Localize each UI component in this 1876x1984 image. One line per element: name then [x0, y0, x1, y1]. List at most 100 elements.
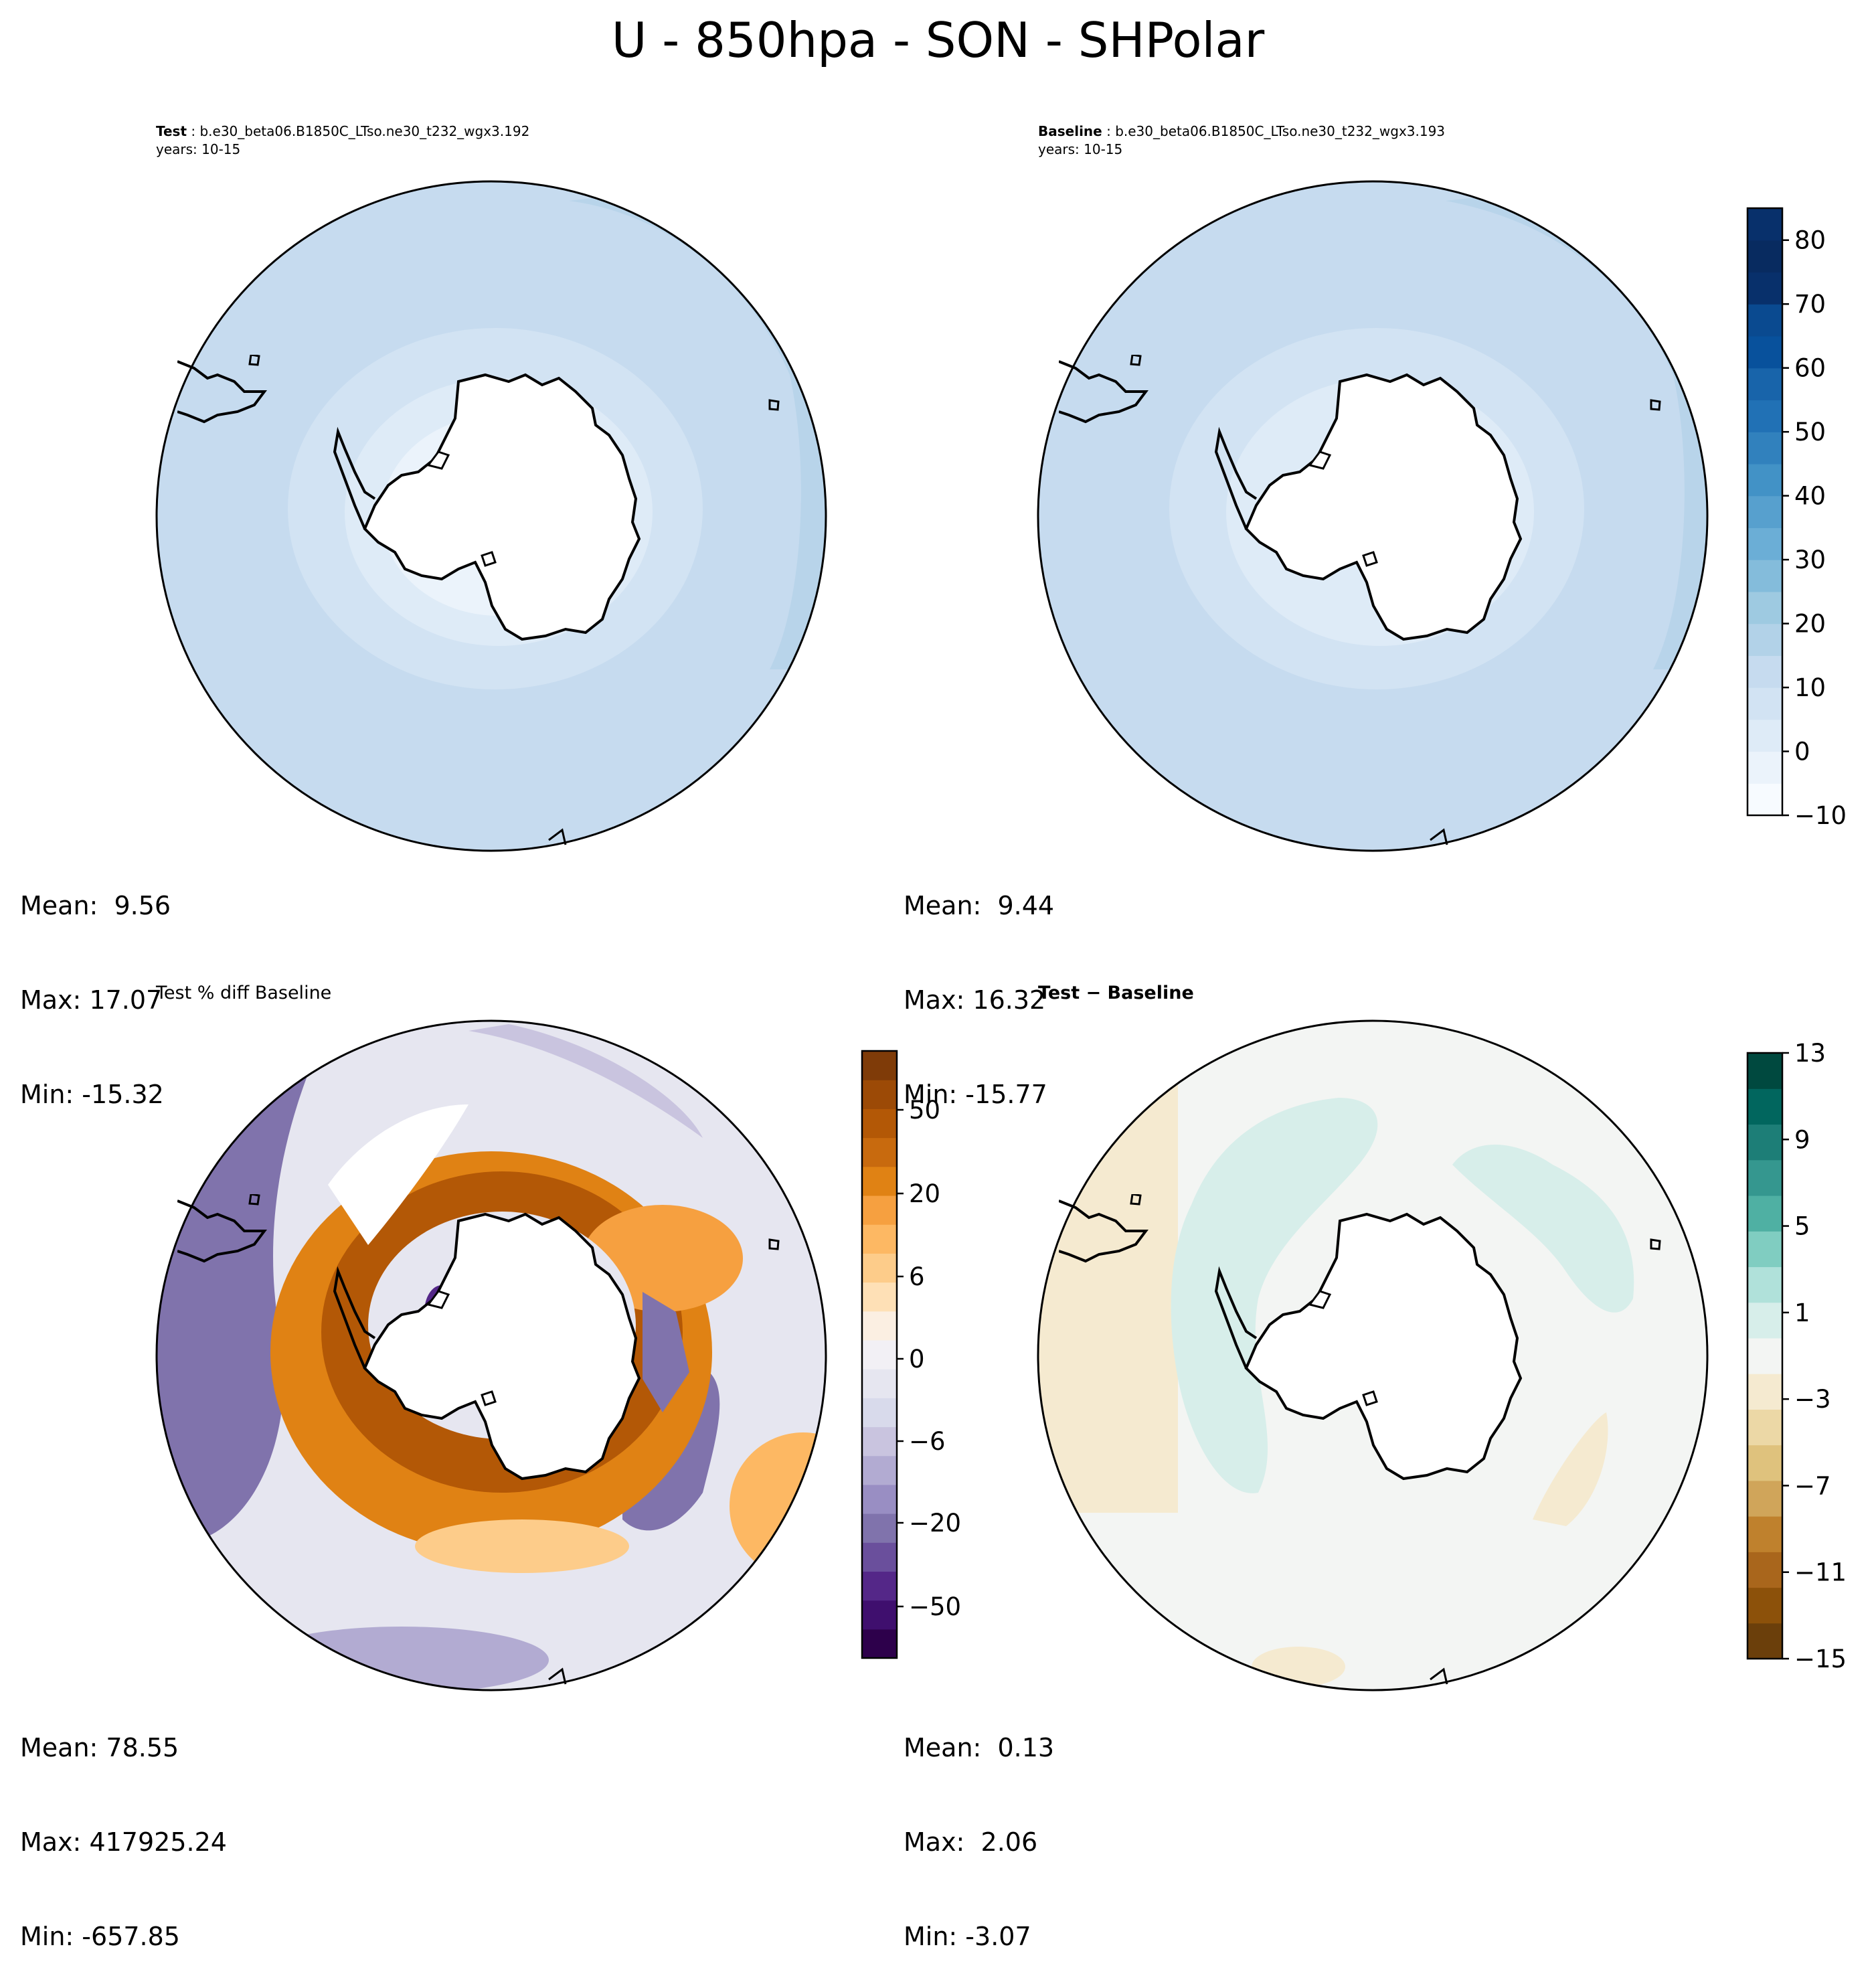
test-label: Test [156, 123, 187, 139]
pct-diff-colorbar-tick-label: −50 [909, 1592, 961, 1621]
diff-colorbar-swatch [1747, 1053, 1782, 1089]
diff-colorbar-swatch [1747, 1159, 1782, 1196]
diff-colorbar-frame [1746, 1052, 1784, 1660]
diff-colorbar-tick-label: 9 [1794, 1125, 1810, 1154]
baseline-map [1037, 180, 1709, 852]
field-colorbar-tick-label: 20 [1794, 610, 1826, 639]
diff-colorbar-tick-label: 1 [1794, 1299, 1810, 1327]
field-colorbar-tick-label: 70 [1794, 290, 1826, 319]
test-max: Max: 17.07 [20, 985, 163, 1015]
field-colorbar-swatch [1747, 432, 1782, 465]
field-colorbar-swatch [1747, 591, 1782, 625]
baseline-years: years: 10-15 [1038, 141, 1123, 157]
baseline-label: Baseline [1038, 123, 1102, 139]
pct-diff-colorbar-swatch [862, 1571, 897, 1601]
field-colorbar-swatch [1747, 495, 1782, 528]
field-colorbar-tick-label: 50 [1794, 418, 1826, 446]
diff-colorbar-swatch [1747, 1088, 1782, 1125]
diff-colorbar-swatch [1747, 1337, 1782, 1374]
test-mean: Mean: 9.56 [20, 891, 171, 920]
field-colorbar-tick-label: 10 [1794, 673, 1826, 702]
pct-diff-colorbar-swatch [862, 1224, 897, 1254]
diff-colorbar-swatch [1747, 1623, 1782, 1659]
test-years: years: 10-15 [156, 141, 241, 157]
field-colorbar-swatch [1747, 400, 1782, 432]
field-colorbar-swatch [1747, 687, 1782, 720]
baseline-stats: Mean: 9.44 Max: 16.32 Min: -15.77 [904, 827, 1054, 1142]
diff-map [1037, 1019, 1709, 1691]
diff-colorbar-tick-label: 5 [1794, 1212, 1810, 1241]
pct-diff-colorbar-swatch [862, 1369, 897, 1398]
pct-diff-min: Min: -657.85 [20, 1922, 180, 1951]
field-colorbar-swatch [1747, 527, 1782, 560]
diff-colorbar-swatch [1747, 1409, 1782, 1446]
test-panel-title: Test : b.e30_beta06.B1850C_LTso.ne30_t23… [156, 122, 529, 159]
pct-diff-title: Test % diff Baseline [156, 983, 332, 1003]
pct-diff-colorbar-swatch [862, 1051, 897, 1080]
diff-colorbar: −15 −11 −7 −3 1 5 9 13 [1746, 1039, 1847, 1673]
pct-diff-colorbar-tick-label: −20 [909, 1509, 961, 1538]
pct-diff-colorbar-swatch [862, 1426, 897, 1457]
pct-diff-map [155, 1019, 827, 1691]
field-colorbar-tick-label: 60 [1794, 354, 1826, 383]
pct-diff-colorbar-swatch [862, 1455, 897, 1485]
field-colorbar-swatch [1747, 272, 1782, 305]
test-map [155, 180, 827, 852]
field-colorbar-swatch [1747, 304, 1782, 337]
pct-diff-colorbar-swatch [862, 1108, 897, 1139]
pct-diff-colorbar-tick-label: 6 [909, 1262, 925, 1291]
pct-diff-colorbar-swatch [862, 1339, 897, 1370]
field-colorbar: −10 0 10 20 30 40 50 60 70 80 [1746, 207, 1847, 830]
pct-diff-colorbar-swatch [862, 1282, 897, 1312]
diff-colorbar-tick-label: −7 [1794, 1471, 1831, 1500]
pct-diff-colorbar-swatch [862, 1166, 897, 1196]
pct-diff-colorbar: −50 −20 −6 0 6 20 50 [861, 1050, 961, 1659]
baseline-min: Min: -15.77 [904, 1080, 1047, 1109]
field-colorbar-swatch [1747, 560, 1782, 592]
pct-diff-colorbar-swatch [862, 1253, 897, 1283]
diff-colorbar-tick-label: −11 [1794, 1558, 1847, 1587]
pct-diff-max: Max: 417925.24 [20, 1827, 227, 1857]
baseline-panel-title: Baseline : b.e30_beta06.B1850C_LTso.ne30… [1038, 122, 1445, 159]
diff-colorbar-swatch [1747, 1124, 1782, 1161]
diff-min: Min: -3.07 [904, 1922, 1031, 1951]
field-colorbar-swatch [1747, 719, 1782, 752]
baseline-mean: Mean: 9.44 [904, 891, 1055, 920]
pct-diff-colorbar-swatch [862, 1513, 897, 1543]
test-min: Min: -15.32 [20, 1080, 164, 1109]
diff-colorbar-swatch [1747, 1444, 1782, 1481]
field-colorbar-tick-label: 0 [1794, 738, 1810, 766]
field-colorbar-tick-label: −10 [1794, 801, 1847, 830]
pct-diff-colorbar-swatch [862, 1195, 897, 1225]
field-colorbar-swatch [1747, 240, 1782, 273]
pct-diff-colorbar-swatch [862, 1311, 897, 1341]
diff-colorbar-swatch [1747, 1231, 1782, 1268]
test-stats: Mean: 9.56 Max: 17.07 Min: -15.32 [20, 827, 171, 1142]
field-colorbar-frame [1746, 207, 1784, 817]
pct-diff-colorbar-swatch [862, 1600, 897, 1630]
pct-diff-colorbar-swatch [862, 1080, 897, 1109]
field-colorbar-tick-label: 30 [1794, 546, 1826, 574]
diff-colorbar-swatch [1747, 1266, 1782, 1303]
diff-title: Test − Baseline [1038, 983, 1194, 1003]
pct-diff-colorbar-tick-label: 20 [909, 1179, 940, 1208]
field-colorbar-swatch [1747, 367, 1782, 401]
field-colorbar-tick-label: 80 [1794, 226, 1826, 255]
field-colorbar-tick-label: 40 [1794, 482, 1826, 511]
field-colorbar-swatch [1747, 623, 1782, 656]
diff-colorbar-swatch [1747, 1374, 1782, 1410]
diff-colorbar-swatch [1747, 1302, 1782, 1339]
pct-diff-colorbar-tick-label: 0 [909, 1345, 925, 1374]
pct-diff-colorbar-swatch [862, 1484, 897, 1514]
diff-colorbar-swatch [1747, 1195, 1782, 1232]
diff-colorbar-swatch [1747, 1552, 1782, 1588]
field-colorbar-swatch [1747, 463, 1782, 497]
pct-diff-colorbar-tick-label: 50 [909, 1096, 940, 1125]
test-case-name: : b.e30_beta06.B1850C_LTso.ne30_t232_wgx… [187, 123, 530, 139]
diff-max: Max: 2.06 [904, 1827, 1038, 1857]
field-colorbar-swatch [1747, 783, 1782, 816]
pct-diff-colorbar-frame [861, 1050, 898, 1659]
baseline-max: Max: 16.32 [904, 985, 1046, 1015]
pct-diff-colorbar-tick-label: −6 [909, 1427, 946, 1456]
